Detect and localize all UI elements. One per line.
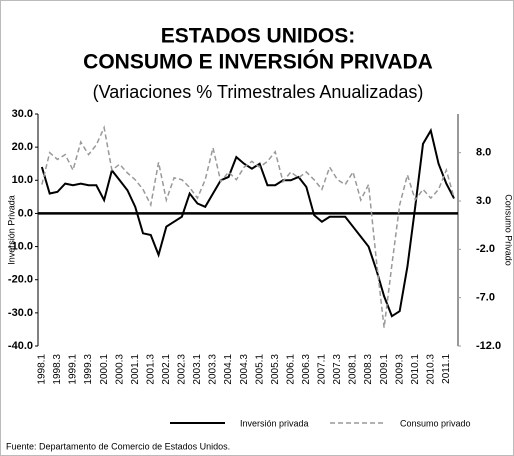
x-tick-label: 2001.3 [145,354,156,385]
x-tick-label: 2008.1 [348,354,359,385]
y2-tick-label: -2.0 [476,243,495,255]
y-tick-label: -20.0 [8,274,33,286]
x-tick-label: 2005.1 [254,354,265,385]
x-tick-label: 2004.1 [223,354,234,385]
x-tick-label: 2000.3 [114,354,125,385]
y-tick-label: 10.0 [12,174,33,186]
x-tick-label: 2003.1 [192,354,203,385]
x-tick-label: 2005.3 [270,354,281,385]
y-tick-label: -10.0 [8,240,33,252]
x-tick-label: 2010.1 [410,354,421,385]
x-tick-label: 2001.1 [130,354,141,385]
y-axis-label: Inversión Privada [6,195,16,265]
x-tick-label: 2007.1 [317,354,328,385]
x-tick-label: 2002.1 [161,354,172,385]
y-tick-label: -30.0 [8,307,33,319]
x-tick-label: 2011.1 [441,354,452,384]
x-tick-label: 2004.3 [239,354,250,385]
x-tick-label: 2008.3 [363,354,374,385]
y2-tick-label: -7.0 [476,292,495,304]
x-tick-label: 2009.3 [394,354,405,385]
y-tick-label: 30.0 [12,108,33,120]
x-tick-label: 1998.3 [52,354,63,385]
y2-tick-label: -12.0 [476,340,501,352]
x-tick-label: 2009.1 [379,354,390,385]
chart-title: CONSUMO E INVERSIÓN PRIVADA [83,50,433,74]
y-tick-label: 20.0 [12,141,33,153]
y-tick-label: -40.0 [8,340,33,352]
x-tick-label: 2010.3 [425,354,436,385]
chart-subtitle: (Variaciones % Trimestrales Anualizadas) [93,82,424,102]
x-tick-label: 1999.3 [83,354,94,385]
y2-tick-label: 3.0 [476,195,491,207]
x-tick-label: 2002.3 [177,354,188,385]
x-tick-label: 2006.3 [301,354,312,385]
x-tick-label: 1999.1 [68,354,79,385]
legend-label: Consumo privado [400,418,471,428]
series-line [40,127,455,318]
x-tick-label: 2003.3 [208,354,219,385]
series-line [41,125,455,328]
x-tick-label: 2007.3 [332,354,343,385]
x-tick-label: 2000.1 [99,354,110,385]
source-note: Fuente: Departamento de Comercio de Esta… [6,441,230,451]
y2-axis-label: Consumo Privado [504,194,514,266]
y-tick-label: 0.0 [18,207,33,219]
chart-title: ESTADOS UNIDOS: [161,25,355,48]
x-tick-label: 1998.1 [37,354,48,385]
legend-label: Inversión privada [240,418,309,428]
x-tick-label: 2006.1 [285,354,296,385]
y2-tick-label: 8.0 [476,147,491,159]
